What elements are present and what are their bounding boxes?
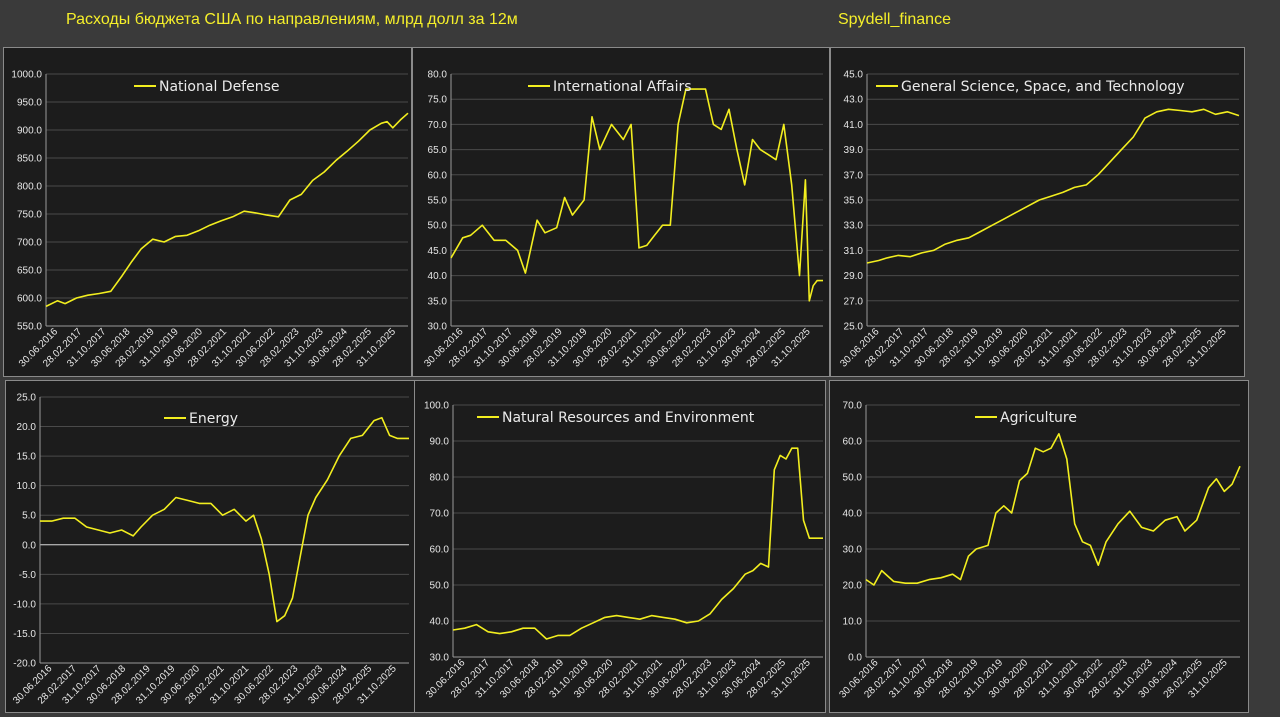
y-tick-label: 100.0 xyxy=(424,401,449,412)
y-tick-label: -15.0 xyxy=(13,629,36,640)
y-tick-label: 40.0 xyxy=(430,617,450,628)
y-tick-label: 65.0 xyxy=(428,145,448,156)
y-tick-label: 30.0 xyxy=(430,653,450,664)
y-tick-label: 10.0 xyxy=(843,617,863,628)
chart-svg: 25.0 20.0 15.0 10.0 5.0 0.0 -5.0 -10.0 -15.0 -20.… xyxy=(11,393,409,707)
chart-svg: 100.090.080.070.060.050.040.030.030.06.2… xyxy=(424,401,823,701)
y-tick-label: 25.0 xyxy=(17,393,37,404)
legend-label: Energy xyxy=(189,411,238,427)
series-line xyxy=(40,416,409,623)
chart-panel-national-defense: 1000.0 950.0 900.0 850.0 800.0 750.0 700.0 650.… xyxy=(3,47,412,377)
chart-svg: 45.0 43.0 41.0 39.0 37.0 35.0 33.0 31.0 29.0 27.0… xyxy=(838,70,1240,370)
y-tick-label: 5.0 xyxy=(22,511,36,522)
y-tick-label: 39.0 xyxy=(844,145,864,156)
y-tick-label: 80.0 xyxy=(428,70,448,81)
y-tick-label: 50.0 xyxy=(843,473,863,484)
y-tick-label: 60.0 xyxy=(428,170,448,181)
y-tick-label: 0.0 xyxy=(848,653,862,664)
series-line xyxy=(865,432,1241,586)
y-tick-label: 10.0 xyxy=(17,481,37,492)
y-tick-label: 50.0 xyxy=(430,581,450,592)
y-tick-label: 600.0 xyxy=(17,294,42,305)
y-tick-label: 800.0 xyxy=(17,182,42,193)
y-tick-label: -20.0 xyxy=(13,659,36,670)
y-tick-label: 30.0 xyxy=(843,545,863,556)
y-tick-label: 20.0 xyxy=(17,422,37,433)
y-tick-label: 41.0 xyxy=(844,120,864,131)
y-tick-label: -5.0 xyxy=(19,570,37,581)
y-tick-label: 850.0 xyxy=(17,154,42,165)
y-tick-label: 50.0 xyxy=(428,221,448,232)
y-tick-label: 70.0 xyxy=(428,120,448,131)
y-tick-label: 1000.0 xyxy=(11,70,42,81)
y-tick-label: 40.0 xyxy=(428,271,448,282)
chart-panel-international-affairs: 80.0 75.0 70.0 65.0 60.0 55.0 50.0 45.0 40.0 35.0… xyxy=(412,47,830,377)
chart-panel-energy: 25.0 20.0 15.0 10.0 5.0 0.0 -5.0 -10.0 -15.0 -20.… xyxy=(5,380,418,713)
chart-panel-natural-resources: 100.0 90.0 80.0 70.0 60.0 50.0 40.0 30.0 30.06.2… xyxy=(414,380,826,713)
y-tick-label: 45.0 xyxy=(844,70,864,81)
y-tick-label: 900.0 xyxy=(17,126,42,137)
y-tick-label: 35.0 xyxy=(428,296,448,307)
series-line xyxy=(452,447,823,640)
legend-label: Natural Resources and Environment xyxy=(502,410,755,426)
y-tick-label: 29.0 xyxy=(844,271,864,282)
series-line xyxy=(450,88,823,302)
y-tick-label: 20.0 xyxy=(843,581,863,592)
y-tick-label: 30.0 xyxy=(428,322,448,333)
y-tick-label: 27.0 xyxy=(844,296,864,307)
y-tick-label: 75.0 xyxy=(428,95,448,106)
series-line xyxy=(866,108,1240,264)
y-tick-label: 70.0 xyxy=(430,509,450,520)
y-tick-label: 0.0 xyxy=(22,540,36,551)
y-tick-label: 33.0 xyxy=(844,221,864,232)
chart-panel-agriculture: 70.0 60.0 50.0 40.0 30.0 20.0 10.0 0.0 30.06.201… xyxy=(829,380,1249,713)
y-tick-label: 45.0 xyxy=(428,246,448,257)
y-tick-label: 31.0 xyxy=(844,246,864,257)
y-tick-label: 55.0 xyxy=(428,196,448,207)
legend-label: International Affairs xyxy=(553,79,692,95)
series-line xyxy=(45,112,409,308)
y-tick-label: 60.0 xyxy=(843,437,863,448)
chart-svg: 70.060.050.040.030.020.010.00.030.06.201… xyxy=(837,401,1241,701)
y-tick-label: 950.0 xyxy=(17,98,42,109)
y-tick-label: 43.0 xyxy=(844,95,864,106)
y-tick-label: 70.0 xyxy=(843,401,863,412)
chart-svg: 1000.0 950.0 900.0 850.0 800.0 750.0 700.0 650.… xyxy=(11,70,409,370)
legend-label: Agriculture xyxy=(1000,410,1077,426)
y-tick-label: 90.0 xyxy=(430,437,450,448)
legend-label: National Defense xyxy=(159,79,280,95)
y-tick-label: 650.0 xyxy=(17,266,42,277)
y-tick-label: 80.0 xyxy=(430,473,450,484)
y-tick-label: 37.0 xyxy=(844,170,864,181)
brand-label: Spydell_finance xyxy=(838,11,951,28)
y-tick-label: 40.0 xyxy=(843,509,863,520)
legend-label: General Science, Space, and Technology xyxy=(901,79,1185,95)
y-tick-label: 60.0 xyxy=(430,545,450,556)
chart-panel-general-science: 45.0 43.0 41.0 39.0 37.0 35.0 33.0 31.0 29.0 27.0… xyxy=(830,47,1245,377)
chart-svg: 80.0 75.0 70.0 65.0 60.0 55.0 50.0 45.0 40.0 35.0… xyxy=(422,70,823,370)
y-tick-label: -10.0 xyxy=(13,599,36,610)
main-title: Расходы бюджета США по направлениям, млр… xyxy=(66,11,518,28)
y-tick-label: 550.0 xyxy=(17,322,42,333)
y-tick-label: 750.0 xyxy=(17,210,42,221)
y-tick-label: 700.0 xyxy=(17,238,42,249)
y-tick-label: 15.0 xyxy=(17,452,37,463)
y-tick-label: 25.0 xyxy=(844,322,864,333)
y-tick-label: 35.0 xyxy=(844,196,864,207)
